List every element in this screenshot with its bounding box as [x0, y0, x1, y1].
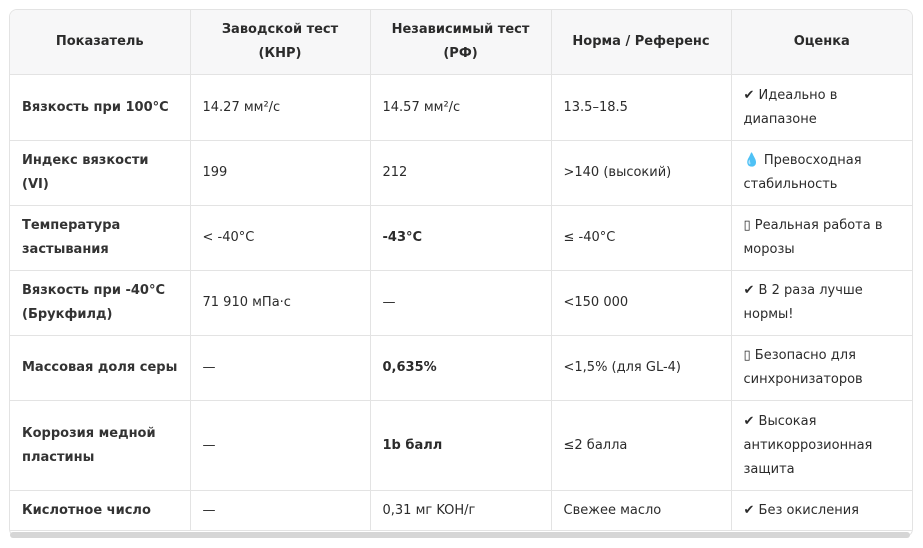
table-cell: —: [370, 270, 552, 336]
table-cell: ▯ Реальная работа в морозы: [731, 205, 912, 271]
column-header: Заводской тест (КНР): [190, 10, 371, 75]
table-row: Вязкость при 100°C 14.27 мм²/с 14.57 мм²/с…: [10, 74, 912, 141]
table-cell: Свежее масло: [551, 490, 732, 531]
table-cell: 14.57 мм²/с: [370, 74, 552, 141]
column-header: Показатель: [10, 10, 191, 75]
table-cell: Индекс вязкости (VI): [10, 140, 191, 206]
column-header: Независимый тест (РФ): [370, 10, 552, 75]
table-cell: 71 910 мПа·с: [190, 270, 371, 336]
table-cell: -43°C: [370, 205, 552, 271]
column-header: Оценка: [731, 10, 912, 75]
table-cell: ✔ В 2 раза лучше нормы!: [731, 270, 912, 336]
table-row: Коррозия медной пластины —1b балл ≤2 балла…: [10, 400, 912, 491]
table-container: Показатель Заводской тест (КНР) Независимы…: [9, 9, 913, 537]
table-cell: ✔ Без окисления: [731, 490, 912, 531]
table: Показатель Заводской тест (КНР) Независимы…: [10, 10, 912, 531]
table-body: Вязкость при 100°C 14.27 мм²/с 14.57 мм²/с…: [10, 74, 912, 531]
table-row: Температура застывания < -40°C -43°C ≤ -40°…: [10, 205, 912, 271]
header-row: Показатель Заводской тест (КНР) Независимы…: [10, 10, 912, 75]
table-cell: >140 (высокий): [551, 140, 732, 206]
table-cell: Кислотное число: [10, 490, 191, 531]
table-cell: 0,635%: [370, 335, 552, 401]
table-cell: —: [190, 490, 371, 531]
table-cell: Вязкость при -40°C (Брукфилд): [10, 270, 191, 336]
table-row: Вязкость при -40°C (Брукфилд) 71 910 мПа·…: [10, 270, 912, 336]
table-cell: 14.27 мм²/с: [190, 74, 371, 141]
table-cell: <150 000: [551, 270, 732, 336]
table-row: Массовая доля серы —0,635% <1,5% (для GL-4…: [10, 335, 912, 401]
column-header: Норма / Референс: [551, 10, 732, 75]
table-cell: ✔ Идеально в диапазоне: [731, 74, 912, 141]
table-cell: 💧 Превосходная стабильность: [731, 140, 912, 206]
table-row: Кислотное число —0,31 мг KOH/г Свежее масл…: [10, 490, 912, 531]
scrollbar[interactable]: [10, 532, 910, 538]
table-cell: —: [190, 400, 371, 491]
table-cell: 0,31 мг KOH/г: [370, 490, 552, 531]
table-cell: 13.5–18.5: [551, 74, 732, 141]
table-cell: ≤ -40°C: [551, 205, 732, 271]
table-cell: Вязкость при 100°C: [10, 74, 191, 141]
table-cell: ✔ Высокая антикоррозионная защита: [731, 400, 912, 491]
table-cell: —: [190, 335, 371, 401]
table-cell: 1b балл: [370, 400, 552, 491]
table-cell: Температура застывания: [10, 205, 191, 271]
table-cell: <1,5% (для GL-4): [551, 335, 732, 401]
table-cell: 212: [370, 140, 552, 206]
table-cell: Массовая доля серы: [10, 335, 191, 401]
table-cell: < -40°C: [190, 205, 371, 271]
table-cell: ≤2 балла: [551, 400, 732, 491]
table-cell: Коррозия медной пластины: [10, 400, 191, 491]
table-cell: ▯ Безопасно для синхронизаторов: [731, 335, 912, 401]
table-cell: 199: [190, 140, 371, 206]
table-row: Индекс вязкости (VI) 199 212 >140 (высокий)…: [10, 140, 912, 206]
